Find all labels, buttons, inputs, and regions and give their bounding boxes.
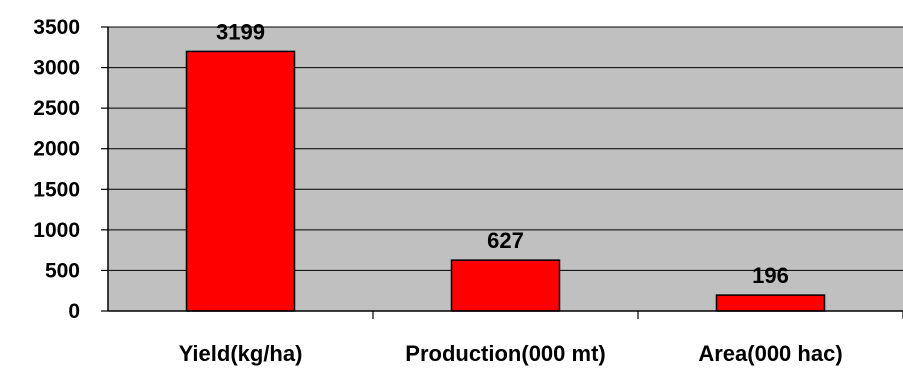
bar <box>715 294 826 312</box>
bars <box>185 50 826 312</box>
y-tick-label: 0 <box>68 300 80 323</box>
bar <box>450 259 561 312</box>
x-tick-label: Area(000 hac) <box>698 341 842 366</box>
y-tick-label: 3500 <box>33 16 80 39</box>
data-label: 3199 <box>216 19 265 44</box>
x-tick-label: Yield(kg/ha) <box>179 341 303 366</box>
x-tick-label: Production(000 mt) <box>405 341 605 366</box>
y-axis-ticks: 0 500 1000 1500 2000 2500 3000 3500 <box>33 16 108 323</box>
x-axis-labels: Yield(kg/ha) Production(000 mt) Area(000 h… <box>179 341 843 366</box>
y-tick-label: 2000 <box>33 138 80 161</box>
data-label: 627 <box>487 228 524 253</box>
y-tick-label: 1500 <box>33 178 80 201</box>
bar <box>185 50 296 312</box>
y-tick-label: 500 <box>45 259 80 282</box>
data-labels: 3199 627 196 <box>216 19 789 288</box>
y-tick-label: 3000 <box>33 57 80 80</box>
y-tick-label: 1000 <box>33 219 80 242</box>
data-label: 196 <box>752 263 789 288</box>
y-tick-label: 2500 <box>33 97 80 120</box>
axes <box>107 27 903 319</box>
